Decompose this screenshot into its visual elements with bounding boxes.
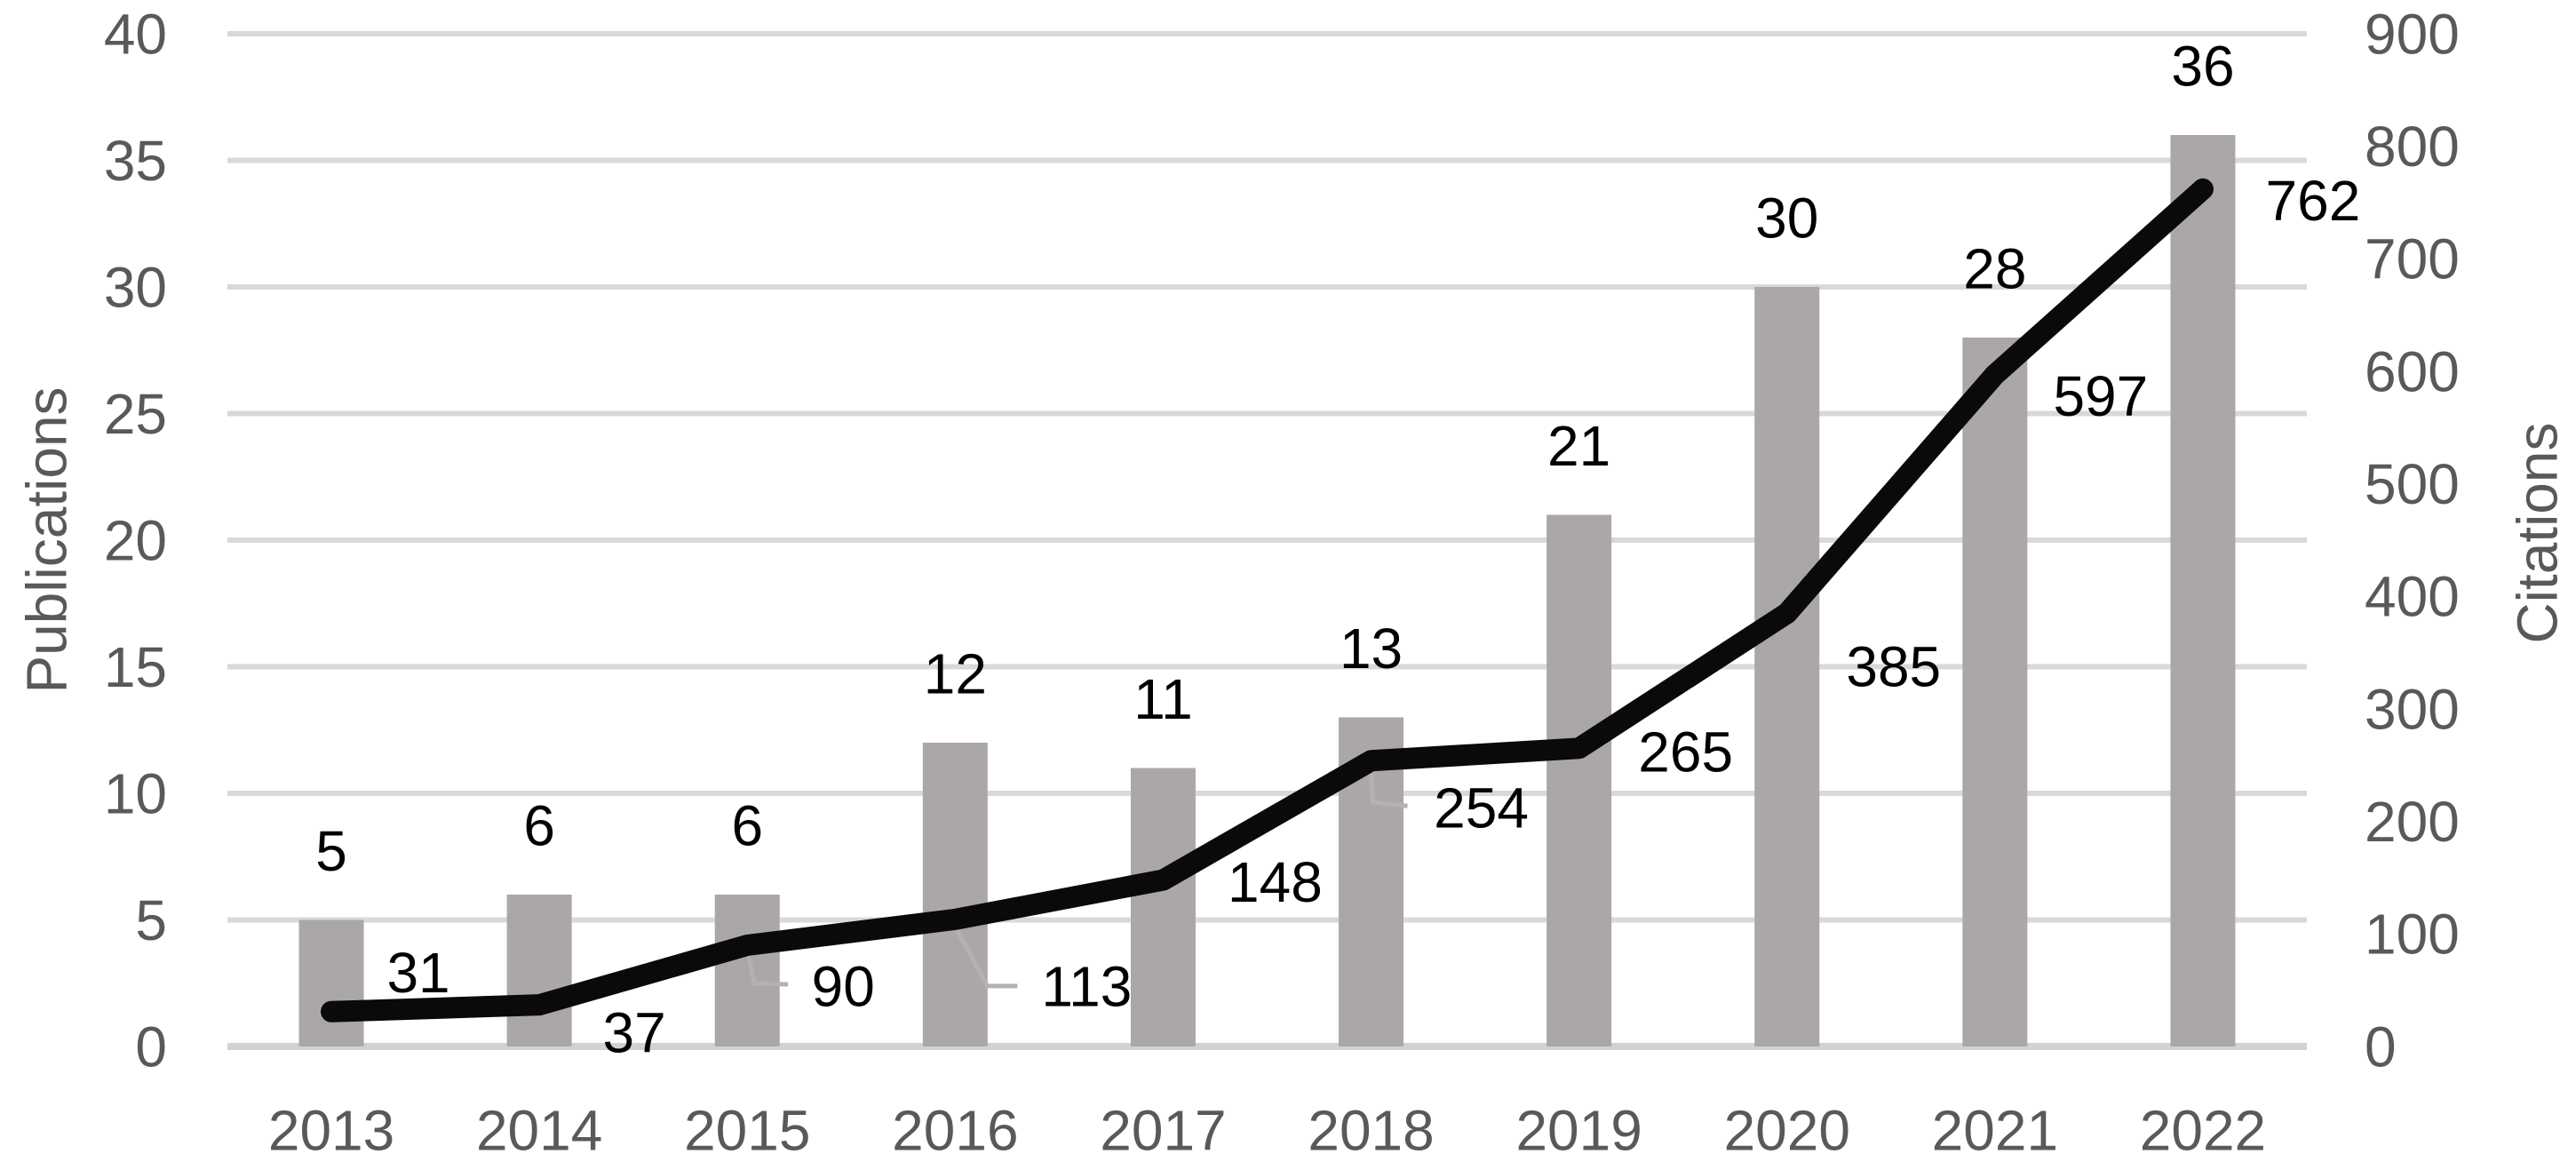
bar-value-label-2022: 36: [2171, 34, 2234, 98]
bar-value-label-2016: 12: [924, 641, 987, 705]
x-tick-2020: 2020: [1724, 1098, 1850, 1162]
bar-2021: [1962, 338, 2028, 1047]
line-value-label-2021: 597: [2053, 364, 2148, 428]
bar-2019: [1546, 514, 1612, 1047]
left-tick-25: 25: [104, 382, 167, 446]
bar-2016: [922, 743, 988, 1047]
bar-2017: [1130, 768, 1196, 1047]
right-axis-ticks: 0 100 200 300 400 500 600 700 800 900: [2365, 2, 2460, 1078]
line-value-label-2013: 31: [386, 941, 449, 1005]
bar-value-label-2020: 30: [1755, 186, 1818, 250]
right-tick-500: 500: [2365, 452, 2460, 516]
citations-line: [321, 178, 2214, 1023]
right-tick-900: 900: [2365, 2, 2460, 66]
publications-bars: [298, 135, 2236, 1047]
line-value-label-2018: 254: [1434, 776, 1529, 840]
label-leader-lines: [744, 768, 1408, 989]
leader-line-2018: [1369, 768, 1408, 808]
citations-series-line: [321, 178, 2214, 1023]
line-value-label-2022: 762: [2266, 169, 2361, 233]
right-tick-400: 400: [2365, 565, 2460, 629]
bar-value-label-2019: 21: [1547, 414, 1610, 478]
bar-2013: [298, 919, 364, 1047]
left-axis-ticks: 0 5 10 15 20 25 30 35 40: [104, 2, 167, 1078]
x-tick-2019: 2019: [1515, 1098, 1642, 1162]
leader-line-2015: [744, 950, 789, 987]
gridlines: [227, 31, 2307, 1050]
publications-data-labels: 5 6 6 12 11 13 21 30 28 36: [315, 34, 2234, 883]
right-tick-0: 0: [2365, 1015, 2397, 1078]
line-value-label-2014: 37: [603, 1001, 666, 1065]
x-tick-2014: 2014: [476, 1098, 602, 1162]
left-tick-20: 20: [104, 508, 167, 572]
bar-value-label-2015: 6: [731, 793, 763, 857]
right-tick-800: 800: [2365, 115, 2460, 179]
left-tick-30: 30: [104, 255, 167, 319]
left-tick-10: 10: [104, 761, 167, 825]
right-tick-200: 200: [2365, 790, 2460, 854]
left-tick-35: 35: [104, 129, 167, 193]
right-tick-100: 100: [2365, 903, 2460, 967]
bar-value-label-2017: 11: [1133, 667, 1192, 731]
bar-value-label-2013: 5: [315, 819, 347, 883]
x-axis-ticks: 2013 2014 2015 2016 2017 2018 2019 2020 2021 2022: [268, 1098, 2266, 1162]
bar-2022: [2170, 135, 2236, 1047]
x-tick-2015: 2015: [684, 1098, 810, 1162]
right-tick-300: 300: [2365, 677, 2460, 741]
citations-data-labels: 31 37 90 113 148 254 265 385 597 762: [386, 169, 2360, 1064]
bar-value-label-2018: 13: [1340, 617, 1403, 681]
x-tick-2016: 2016: [892, 1098, 1018, 1162]
x-tick-2022: 2022: [2140, 1098, 2266, 1162]
line-value-label-2017: 148: [1228, 850, 1323, 914]
bar-value-label-2014: 6: [523, 793, 555, 857]
bar-2014: [506, 895, 572, 1047]
line-value-label-2020: 385: [1846, 635, 1941, 699]
line-value-label-2016: 113: [1041, 954, 1132, 1018]
bar-2015: [714, 895, 780, 1047]
line-value-label-2015: 90: [812, 954, 875, 1018]
line-value-label-2019: 265: [1638, 720, 1733, 784]
left-tick-5: 5: [135, 888, 167, 952]
bar-value-label-2021: 28: [1963, 236, 2026, 300]
x-tick-2017: 2017: [1100, 1098, 1226, 1162]
left-tick-0: 0: [135, 1015, 167, 1078]
leader-line-2016: [953, 925, 1018, 989]
right-tick-600: 600: [2365, 339, 2460, 403]
right-axis-title: Citations: [2505, 423, 2569, 644]
right-tick-700: 700: [2365, 227, 2460, 291]
x-tick-2013: 2013: [268, 1098, 394, 1162]
left-tick-15: 15: [104, 635, 167, 699]
x-tick-2018: 2018: [1308, 1098, 1434, 1162]
left-tick-40: 40: [104, 2, 167, 66]
bar-2020: [1754, 287, 1820, 1047]
left-axis-title: Publications: [14, 386, 78, 693]
x-tick-2021: 2021: [1932, 1098, 2058, 1162]
